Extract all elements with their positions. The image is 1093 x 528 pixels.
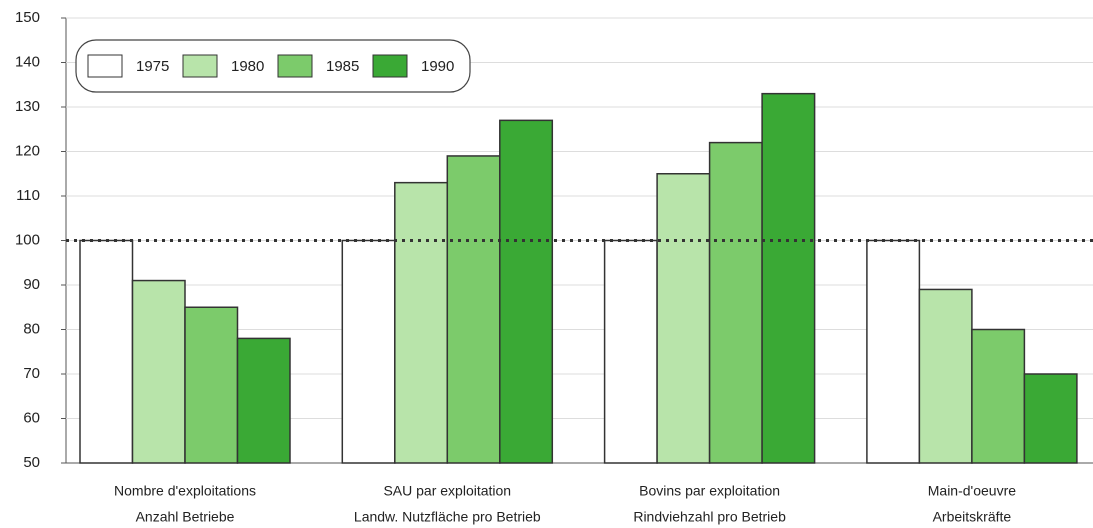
y-tick-label: 60	[23, 409, 40, 426]
bar	[341, 239, 396, 464]
y-tick-label: 70	[23, 365, 40, 382]
bar	[656, 173, 711, 464]
x-tick-label: Rindviehzahl pro Betrieb	[633, 509, 786, 525]
y-tick-label: 100	[15, 231, 40, 248]
x-tick-label: Bovins par exploitation	[639, 483, 780, 499]
x-tick-label: Anzahl Betriebe	[136, 509, 235, 525]
bar	[1023, 373, 1078, 464]
bar	[131, 279, 186, 464]
bar	[446, 155, 501, 464]
bar	[918, 288, 973, 464]
x-tick-label: Main-d'oeuvre	[928, 483, 1016, 499]
legend-label: 1980	[231, 58, 264, 75]
y-tick-label: 130	[15, 98, 40, 115]
bar	[866, 239, 921, 464]
legend-swatch	[277, 54, 313, 78]
bar	[971, 328, 1026, 464]
bar	[499, 119, 554, 464]
legend-swatch	[87, 54, 123, 78]
legend-label: 1975	[136, 58, 169, 75]
bar	[79, 239, 134, 464]
y-tick-label: 150	[15, 9, 40, 26]
legend-box	[75, 39, 471, 93]
bar	[184, 306, 239, 464]
bar	[708, 141, 763, 464]
x-tick-label: Nombre d'exploitations	[114, 483, 256, 499]
y-tick-label: 50	[23, 454, 40, 471]
y-tick-label: 80	[23, 320, 40, 337]
legend-swatch	[372, 54, 408, 78]
bar	[603, 239, 658, 464]
y-tick-label: 90	[23, 276, 40, 293]
y-tick-label: 110	[16, 187, 40, 204]
bar	[394, 181, 449, 464]
legend-label: 1985	[326, 58, 359, 75]
x-tick-label: SAU par exploitation	[383, 483, 511, 499]
bar	[761, 92, 816, 464]
legend-swatch	[182, 54, 218, 78]
y-tick-label: 120	[15, 142, 40, 159]
legend-label: 1990	[421, 58, 454, 75]
bar	[236, 337, 291, 464]
y-tick-label: 140	[15, 53, 40, 70]
x-tick-label: Arbeitskräfte	[933, 509, 1012, 525]
x-tick-label: Landw. Nutzfläche pro Betrieb	[354, 509, 541, 525]
